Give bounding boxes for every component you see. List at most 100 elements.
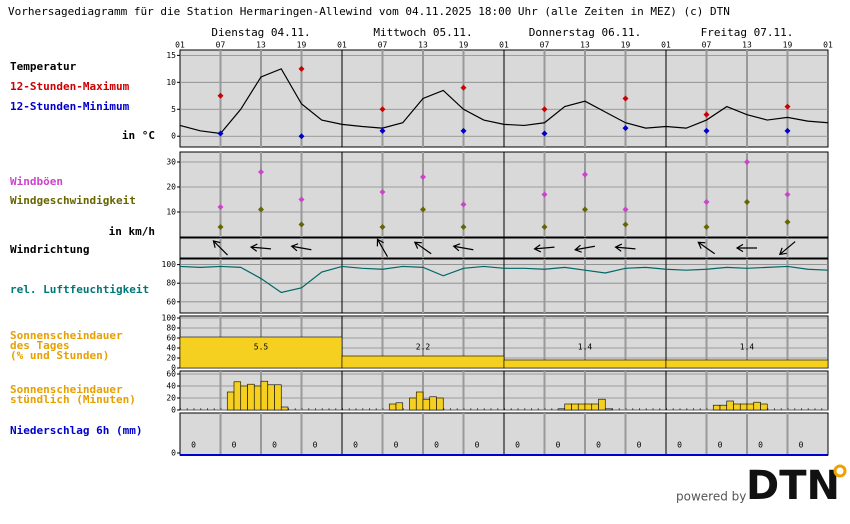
bar: [665, 359, 829, 369]
y-tick-label: 0: [171, 132, 176, 141]
legend-entry: Windböen: [10, 175, 63, 188]
wind-arrow: [614, 243, 636, 252]
hours-label: 1.4: [740, 343, 755, 352]
panel-title: (% und Stunden): [10, 349, 109, 362]
wind-arrow: [452, 243, 474, 252]
panel-title: rel. Luftfeuchtigkeit: [10, 283, 149, 296]
bar: [564, 403, 572, 411]
panel-title: stündlich (Minuten): [10, 393, 136, 406]
wind-arrow: [212, 240, 228, 256]
bar: [577, 403, 586, 411]
bar: [739, 403, 748, 411]
hour-label: 13: [580, 41, 590, 50]
value-label: 0: [394, 441, 399, 450]
value-label: 0: [434, 441, 439, 450]
logo: DTN: [746, 463, 840, 509]
hour-label: 07: [216, 41, 226, 50]
value-label: 0: [353, 441, 358, 450]
bar: [267, 384, 275, 411]
hour-label: 19: [783, 41, 793, 50]
marker: [622, 206, 629, 213]
marker: [541, 130, 548, 137]
marker: [744, 199, 750, 205]
wind-arrow: [697, 241, 716, 255]
marker: [460, 224, 467, 230]
marker: [298, 196, 305, 203]
y-tick-label: 60: [166, 297, 176, 306]
marker: [298, 133, 305, 140]
hour-label: 01: [499, 41, 509, 50]
bar: [260, 380, 269, 411]
y-tick-label: 0: [171, 364, 176, 373]
hour-label: 01: [823, 41, 833, 50]
bar: [233, 381, 242, 411]
y-tick-label: 60: [166, 370, 176, 379]
marker: [784, 219, 791, 225]
bar: [240, 385, 248, 411]
day-label: Mittwoch 05.11.: [373, 26, 472, 39]
y-tick-label: 10: [166, 78, 176, 87]
bar: [753, 401, 761, 411]
value-label: 0: [799, 441, 804, 450]
y-tick-label: 20: [166, 394, 176, 403]
line: [179, 265, 829, 294]
y-tick-label: 60: [166, 334, 176, 343]
bar: [571, 403, 579, 411]
marker: [784, 103, 791, 110]
y-tick-label: 80: [166, 324, 176, 333]
value-label: 0: [718, 441, 723, 450]
y-tick-label: 30: [166, 158, 176, 167]
panel-title: Niederschlag 6h (mm): [10, 424, 142, 437]
wind-arrow: [574, 244, 595, 253]
marker: [703, 199, 710, 205]
legend-entry: Windgeschwindigkeit: [10, 194, 136, 207]
bar: [422, 398, 431, 411]
bar: [395, 402, 404, 411]
y-tick-label: 80: [166, 279, 176, 288]
wind-arrow: [778, 241, 796, 256]
marker: [258, 206, 264, 213]
powered-by: powered by: [676, 490, 746, 504]
hour-label: 07: [540, 41, 550, 50]
marker: [541, 224, 548, 230]
y-tick-label: 15: [166, 51, 176, 60]
wind-arrow: [735, 243, 757, 253]
hour-label: 19: [297, 41, 307, 50]
bar: [503, 359, 667, 369]
hour-label: 13: [742, 41, 752, 50]
y-tick-label: 0: [171, 449, 176, 458]
legend-entry: 12-Stunden-Maximum: [10, 80, 130, 93]
y-tick-label: 20: [166, 183, 176, 192]
marker: [582, 206, 588, 213]
unit-label: in km/h: [109, 225, 155, 238]
bar: [226, 391, 235, 411]
value-label: 0: [637, 441, 642, 450]
marker: [541, 106, 548, 113]
value-label: 0: [515, 441, 520, 450]
value-label: 0: [758, 441, 763, 450]
bar: [179, 336, 343, 369]
hour-label: 13: [418, 41, 428, 50]
value-label: 0: [677, 441, 682, 450]
marker: [379, 127, 386, 134]
value-label: 0: [232, 441, 237, 450]
marker: [420, 174, 426, 180]
wind-arrow: [290, 243, 312, 252]
bar: [247, 383, 255, 411]
bar: [436, 397, 444, 411]
marker: [217, 130, 224, 137]
panel-title: Sonnenscheindauer: [10, 329, 123, 342]
bar: [388, 403, 397, 411]
hour-label: 07: [378, 41, 388, 50]
bar: [719, 404, 728, 411]
marker: [703, 224, 710, 230]
bar: [253, 385, 262, 411]
hour-label: 01: [661, 41, 671, 50]
hour-label: 13: [256, 41, 266, 50]
marker: [622, 125, 629, 132]
hours-label: 1.4: [578, 343, 593, 352]
y-tick-label: 10: [166, 208, 176, 217]
panel-title: Sonnenscheindauer: [10, 383, 123, 396]
value-label: 0: [313, 441, 318, 450]
